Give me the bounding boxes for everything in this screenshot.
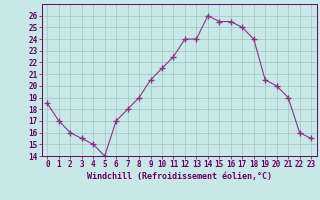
X-axis label: Windchill (Refroidissement éolien,°C): Windchill (Refroidissement éolien,°C) <box>87 172 272 181</box>
